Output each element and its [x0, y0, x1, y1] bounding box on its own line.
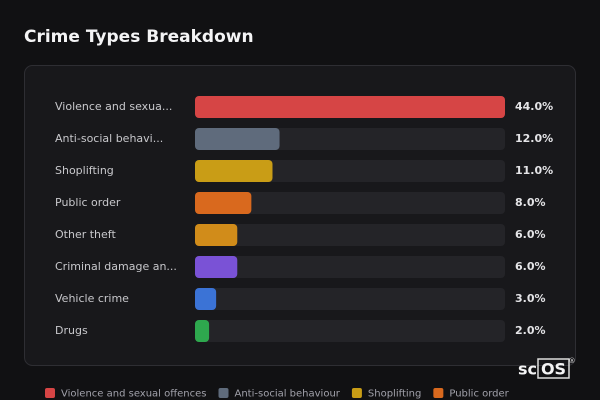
- category-label: Vehicle crime: [55, 292, 129, 305]
- bar: [195, 320, 210, 342]
- value-label: 2.0%: [515, 324, 546, 337]
- value-label: 11.0%: [515, 164, 553, 177]
- chart-title: Crime Types Breakdown: [24, 27, 254, 47]
- category-label: Criminal damage an...: [55, 260, 177, 273]
- watermark: sc OS ®: [518, 357, 576, 379]
- legend-label: Violence and sexual offences: [61, 389, 207, 400]
- value-label: 44.0%: [515, 100, 553, 113]
- category-label: Shoplifting: [55, 164, 114, 177]
- legend-label: Shoplifting: [368, 389, 421, 400]
- legend-swatch: [433, 388, 444, 398]
- value-label: 6.0%: [515, 260, 546, 273]
- value-label: 3.0%: [515, 292, 546, 305]
- bar: [195, 96, 505, 118]
- bar-track: [195, 192, 505, 214]
- category-label: Public order: [55, 196, 121, 209]
- value-label: 8.0%: [515, 196, 546, 209]
- bar: [195, 256, 238, 278]
- category-label: Violence and sexua...: [55, 100, 172, 113]
- watermark-box: [537, 358, 570, 379]
- legend-swatch: [218, 388, 229, 398]
- legend-label: Anti-social behaviour: [235, 389, 341, 400]
- bar: [195, 160, 273, 182]
- category-label: Drugs: [55, 324, 88, 337]
- value-label: 6.0%: [515, 228, 546, 241]
- bar-track: [195, 224, 505, 246]
- bar: [195, 288, 217, 310]
- legend-swatch: [351, 388, 362, 398]
- value-label: 12.0%: [515, 132, 553, 145]
- bar-track: [195, 256, 505, 278]
- watermark-prefix: sc: [518, 360, 537, 379]
- category-label: Other theft: [55, 228, 116, 241]
- watermark-boxed: OS: [541, 360, 566, 379]
- bar: [195, 224, 238, 246]
- bar: [195, 128, 280, 150]
- legend-swatch: [45, 388, 55, 398]
- category-label: Anti-social behavi...: [55, 132, 163, 145]
- bar: [195, 192, 252, 214]
- bar-track: [195, 320, 505, 342]
- bar-track: [195, 288, 505, 310]
- legend-label: Public order: [449, 389, 509, 400]
- watermark-mark: ®: [569, 357, 576, 365]
